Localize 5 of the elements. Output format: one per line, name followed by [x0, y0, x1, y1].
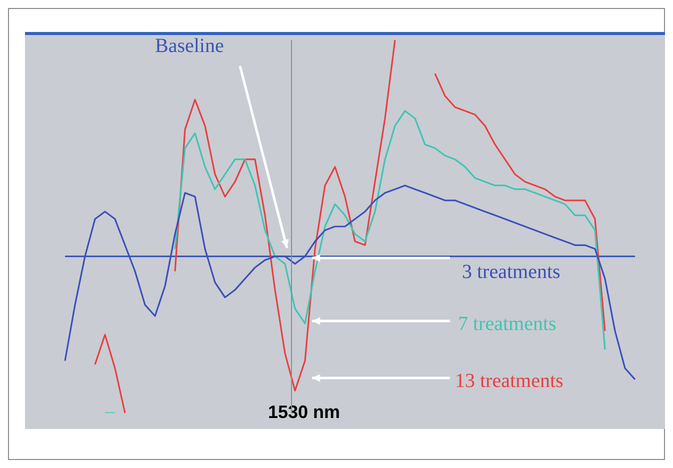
annotation: Baseline [155, 35, 224, 57]
text: 13 treatments [455, 370, 564, 392]
text: 7 treatments [458, 313, 557, 335]
series-label: 3 treatments [462, 261, 561, 283]
annotation: 1530 nm [268, 402, 340, 422]
